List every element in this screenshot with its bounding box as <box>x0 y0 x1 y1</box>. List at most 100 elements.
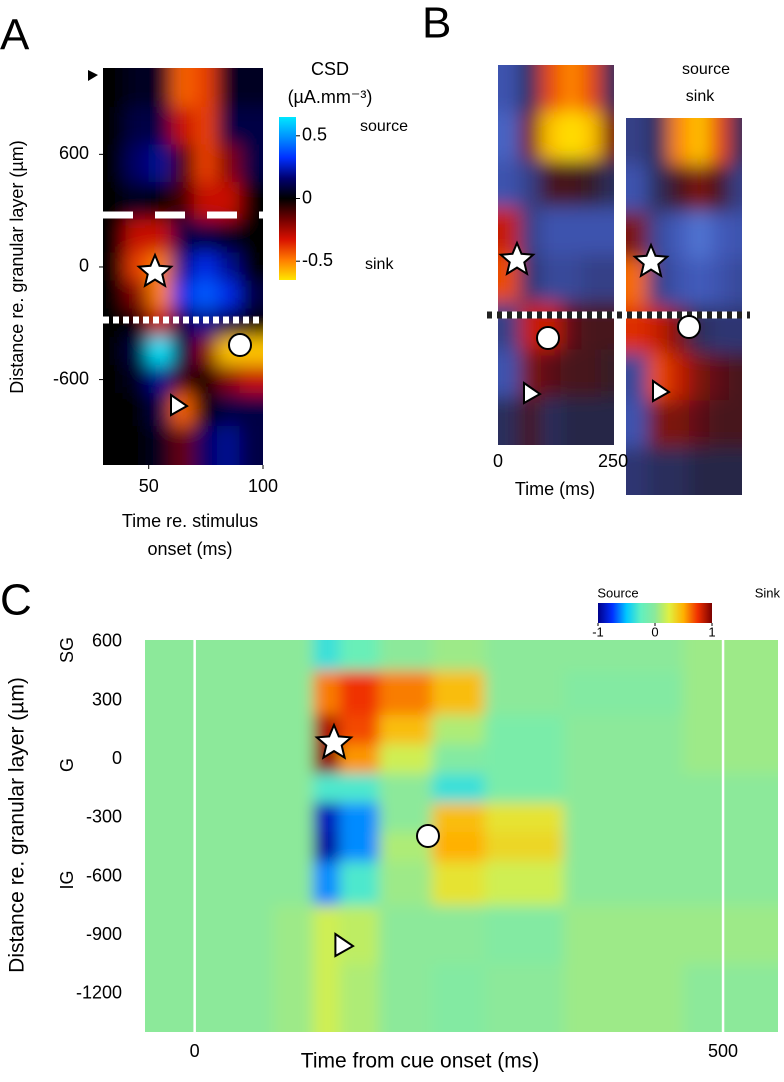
heat-cell <box>148 144 173 184</box>
heat-cell <box>601 159 614 208</box>
heat-cell <box>145 773 209 804</box>
heat-cell <box>145 714 209 746</box>
heat-cell <box>431 861 486 907</box>
heat-cell <box>313 670 341 716</box>
heat-cell <box>729 118 742 166</box>
heat-cell <box>145 670 209 716</box>
heat-cell <box>313 861 341 907</box>
heat-cell <box>647 164 670 213</box>
heat-cell <box>682 773 778 804</box>
heat-cell <box>498 397 521 445</box>
heat-cell <box>313 832 341 863</box>
heat-cell <box>498 302 521 351</box>
heat-cell <box>207 905 275 966</box>
heat-cell <box>498 207 521 256</box>
heat-cell <box>709 447 731 495</box>
heat-cell <box>560 65 583 113</box>
heat-cell <box>540 207 562 256</box>
heat-cell <box>729 164 742 213</box>
heat-cell <box>207 714 275 746</box>
heat-cell <box>171 426 195 465</box>
heat-cell <box>484 832 566 863</box>
heat-cell <box>216 106 241 146</box>
heat-cell <box>339 861 381 907</box>
heat-cell <box>193 280 218 310</box>
heat-cell <box>193 426 218 465</box>
y-tick-label: -900 <box>86 924 122 944</box>
heat-cell <box>193 393 218 428</box>
heat-cell <box>431 744 486 775</box>
heat-cell <box>682 714 778 746</box>
heat-cell <box>207 670 275 716</box>
heat-cell <box>171 219 195 254</box>
heat-cell <box>273 744 315 775</box>
heat-cell <box>498 349 521 398</box>
heat-cell <box>193 336 218 367</box>
heat-cell <box>668 258 690 307</box>
heat-cell <box>125 219 150 254</box>
heat-cell <box>564 714 684 746</box>
colorbar-title: CSD <box>311 59 349 79</box>
heat-cell <box>125 426 150 465</box>
x-tick-label: 0 <box>493 451 503 471</box>
heat-cell <box>379 964 433 1032</box>
heat-cell <box>626 400 649 449</box>
heat-cell <box>498 159 521 208</box>
heat-cell <box>313 964 341 1032</box>
heat-cell <box>171 336 195 367</box>
heat-cell <box>103 336 127 367</box>
layer-label: SG <box>57 637 77 663</box>
star-marker <box>498 240 536 276</box>
heat-cell <box>626 211 649 260</box>
heatmap <box>498 65 614 445</box>
heat-cell <box>601 207 614 256</box>
colorbar-tick-label: 1 <box>708 624 715 639</box>
heat-cell <box>688 211 711 260</box>
heat-cell <box>581 65 603 113</box>
colorbar-annotation: source <box>360 118 408 135</box>
heat-cell <box>682 905 778 966</box>
heat-cell <box>103 393 127 428</box>
heat-cell <box>601 397 614 445</box>
star-marker <box>314 722 354 760</box>
heat-cell <box>239 280 263 310</box>
heat-cell <box>103 68 127 108</box>
heat-cell <box>484 905 566 966</box>
heat-cell <box>688 164 711 213</box>
heat-cell <box>581 207 603 256</box>
heat-cell <box>379 670 433 716</box>
heat-cell <box>339 744 381 775</box>
panel-letter: A <box>0 11 30 60</box>
heat-cell <box>564 905 684 966</box>
y-tick-label: 0 <box>79 256 89 276</box>
heat-cell <box>519 397 542 445</box>
star-marker <box>632 242 670 278</box>
heat-cell <box>709 258 731 307</box>
heat-cell <box>498 65 521 113</box>
y-tick-label: 0 <box>112 748 122 768</box>
heat-cell <box>148 106 173 146</box>
heat-cell <box>239 308 263 338</box>
heat-cell <box>668 353 690 402</box>
heat-cell <box>193 365 218 395</box>
heat-cell <box>647 118 670 166</box>
heat-cell <box>601 254 614 303</box>
heat-cell <box>148 426 173 465</box>
heat-cell <box>171 144 195 184</box>
heat-cell <box>560 159 583 208</box>
heat-cell <box>540 349 562 398</box>
x-axis-label: Time from cue onset (ms) <box>301 1050 539 1073</box>
heat-cell <box>668 211 690 260</box>
heat-cell <box>647 447 670 495</box>
heat-cell <box>709 164 731 213</box>
heat-cell <box>171 280 195 310</box>
circle-marker <box>677 315 701 339</box>
heat-cell <box>273 670 315 716</box>
x-tick-label: 250 <box>598 451 628 471</box>
heat-cell <box>581 302 603 351</box>
heat-cell <box>484 964 566 1032</box>
heat-cell <box>709 353 731 402</box>
heat-cell <box>339 964 381 1032</box>
y-tick-label: -300 <box>86 807 122 827</box>
